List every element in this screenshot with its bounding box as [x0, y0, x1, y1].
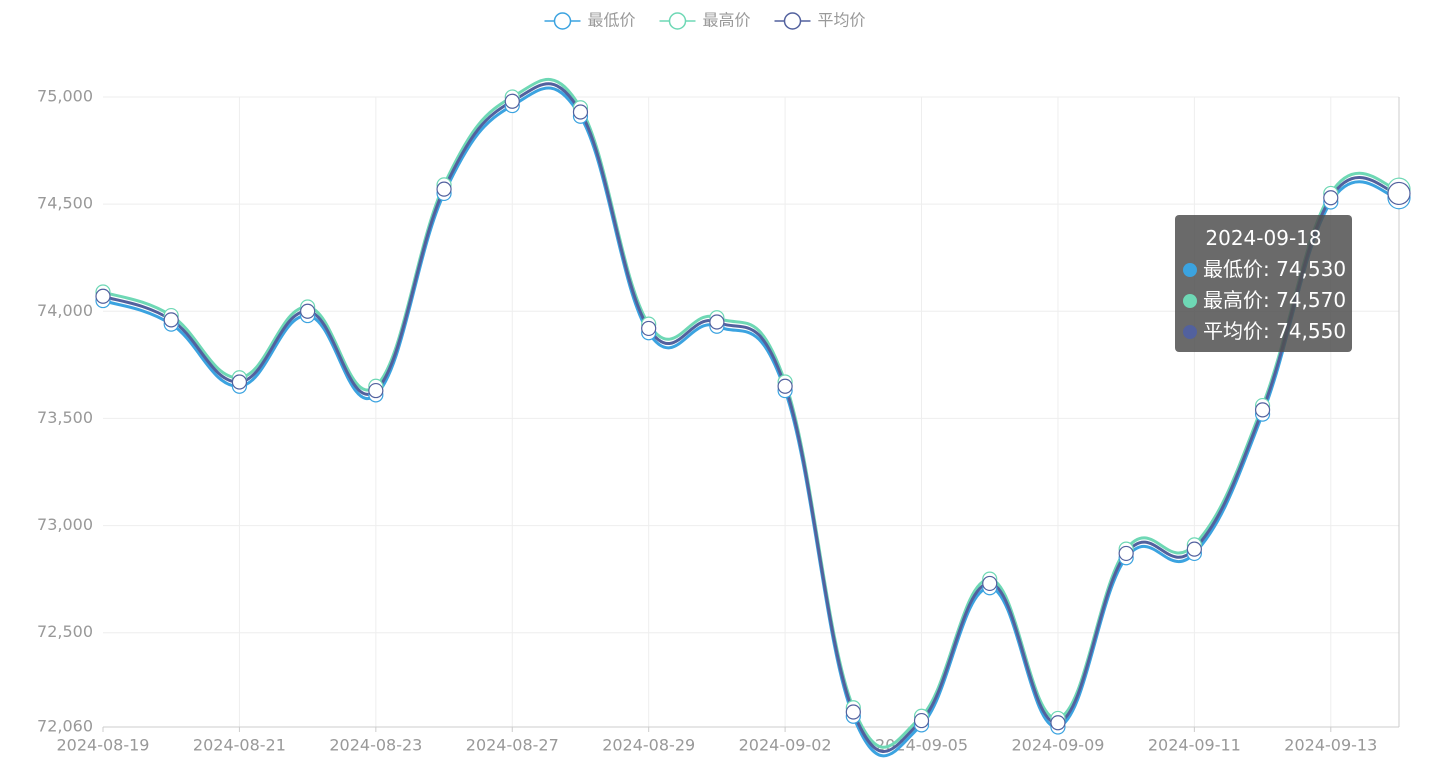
y-tick-label: 74,000: [37, 301, 93, 320]
y-tick-label: 72,500: [37, 622, 93, 641]
tooltip-title: 2024-09-18: [1205, 226, 1322, 250]
tooltip-row: 最低价74,530: [1183, 254, 1347, 285]
series-line: [102, 86, 1400, 758]
data-point: [1186, 541, 1202, 557]
x-tick-label: 2024-08-29: [602, 736, 695, 755]
y-tick-label: 73,000: [37, 515, 93, 534]
y-tick-label: 74,500: [37, 194, 93, 213]
data-point: [436, 181, 452, 197]
data-point: [845, 704, 861, 720]
tooltip-dot: [1183, 294, 1197, 308]
y-tick-label: 73,500: [37, 408, 93, 427]
tooltip-value: 74,530: [1276, 257, 1347, 281]
tooltip-dot: [1183, 263, 1197, 277]
x-tick-label: 2024-09-11: [1148, 736, 1241, 755]
legend-label[interactable]: 平均价: [818, 11, 866, 30]
x-tick-label: 2024-09-02: [739, 736, 832, 755]
x-tick-label: 2024-08-23: [329, 736, 422, 755]
data-point: [1323, 190, 1339, 206]
data-point: [1050, 715, 1066, 731]
x-tick-label: 2024-08-19: [57, 736, 150, 755]
data-point: [913, 712, 930, 729]
legend-marker: [668, 12, 687, 30]
data-point: [709, 314, 725, 330]
data-point: [300, 303, 316, 319]
tooltip-series: 平均价: [1203, 319, 1276, 343]
data-point: [641, 320, 657, 337]
x-tick-label: 2024-09-13: [1284, 736, 1377, 755]
data-point: [777, 378, 793, 394]
y-tick-label: 75,000: [37, 87, 93, 106]
legend-label[interactable]: 最低价: [588, 11, 636, 30]
x-tick-label: 2024-09-09: [1011, 736, 1104, 755]
data-point: [982, 575, 998, 592]
tooltip-series: 最高价: [1203, 288, 1276, 312]
tooltip-value: 74,550: [1276, 319, 1347, 343]
tooltip: 2024-09-18 最低价74,530最高价74,570平均价74,550: [1175, 215, 1352, 352]
data-point: [231, 374, 248, 390]
data-point: [163, 312, 179, 328]
tooltip-value: 74,570: [1276, 288, 1347, 312]
data-point: [95, 288, 111, 304]
series-line: [102, 82, 1400, 753]
tooltip-row: 最高价74,570: [1183, 285, 1347, 316]
tooltip-dot: [1183, 325, 1197, 339]
data-point: [1254, 402, 1271, 418]
data-point: [368, 382, 384, 399]
data-point: [504, 93, 520, 109]
series-line: [102, 77, 1400, 749]
tooltip-row: 平均价74,550: [1183, 316, 1347, 347]
legend-label[interactable]: 最高价: [703, 11, 751, 30]
legend-marker: [553, 12, 572, 30]
x-tick-label: 2024-08-27: [466, 736, 559, 755]
data-point: [1387, 181, 1411, 206]
x-tick-label: 2024-08-21: [193, 736, 286, 755]
data-point: [572, 104, 589, 120]
y-tick-label: 72,060: [37, 717, 93, 736]
legend-marker: [783, 12, 802, 30]
data-point: [1118, 545, 1134, 562]
tooltip-series: 最低价: [1203, 257, 1276, 281]
